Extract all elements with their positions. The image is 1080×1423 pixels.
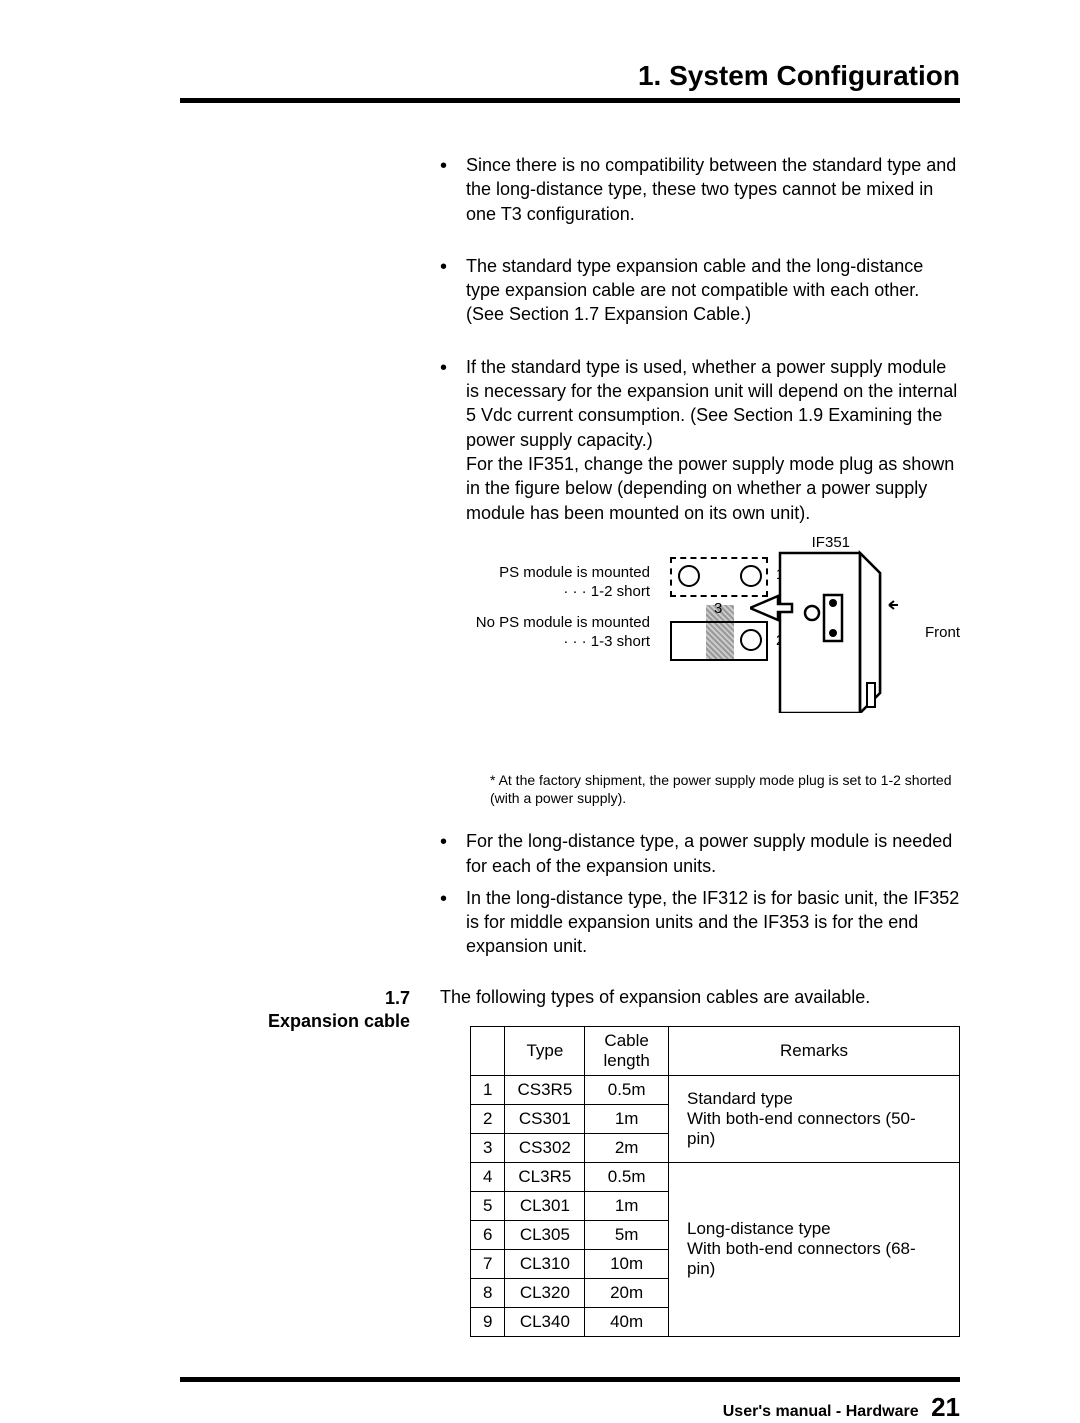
cell-len: 1m (585, 1104, 669, 1133)
table-row: 4 CL3R5 0.5m Long-distance type With bot… (471, 1162, 960, 1191)
cell-idx: 2 (471, 1104, 505, 1133)
bullet-item: In the long-distance type, the IF312 is … (440, 886, 960, 959)
section-heading: 1.7 Expansion cable (180, 987, 440, 1034)
no-ps-label: No PS module is mounted · · · 1-3 short (440, 613, 650, 652)
cell-type: CL305 (505, 1220, 585, 1249)
col-length: Cable length (585, 1026, 669, 1075)
cell-type: CS301 (505, 1104, 585, 1133)
table-header-row: Type Cable length Remarks (471, 1026, 960, 1075)
cell-idx: 1 (471, 1075, 505, 1104)
cell-idx: 8 (471, 1278, 505, 1307)
figure-footnote: * At the factory shipment, the power sup… (490, 771, 960, 807)
pin-3-label: 3 (714, 599, 722, 619)
cell-len: 5m (585, 1220, 669, 1249)
cell-type: CL3R5 (505, 1162, 585, 1191)
cell-len: 0.5m (585, 1162, 669, 1191)
cell-idx: 6 (471, 1220, 505, 1249)
page-number: 21 (931, 1392, 960, 1422)
cell-len: 0.5m (585, 1075, 669, 1104)
bullet-item: For the long-distance type, a power supp… (440, 829, 960, 878)
cell-type: CL310 (505, 1249, 585, 1278)
bullet-item: The standard type expansion cable and th… (440, 254, 960, 327)
cell-type: CS3R5 (505, 1075, 585, 1104)
cell-idx: 4 (471, 1162, 505, 1191)
cell-len: 40m (585, 1307, 669, 1336)
pin-circle (678, 565, 700, 587)
cell-type: CL301 (505, 1191, 585, 1220)
page-footer: User's manual - Hardware 21 (180, 1392, 960, 1423)
col-type: Type (505, 1026, 585, 1075)
cell-len: 10m (585, 1249, 669, 1278)
section-body: The following types of expansion cables … (440, 987, 960, 1337)
bullet-list-mid: For the long-distance type, a power supp… (440, 829, 960, 958)
table-row: 1 CS3R5 0.5m Standard type With both-end… (471, 1075, 960, 1104)
cell-len: 2m (585, 1133, 669, 1162)
section-intro: The following types of expansion cables … (440, 987, 960, 1008)
cell-remarks-long: Long-distance type With both-end connect… (668, 1162, 959, 1336)
section-title: Expansion cable (268, 1011, 410, 1031)
front-label: Front (925, 623, 960, 643)
cell-idx: 3 (471, 1133, 505, 1162)
ps-mounted-text: PS module is mounted (499, 564, 650, 581)
ps-mounted-note: · · · 1-2 short (563, 583, 650, 600)
footer-rule (180, 1377, 960, 1382)
section-number: 1.7 (385, 988, 410, 1008)
no-ps-text: No PS module is mounted (476, 614, 650, 631)
section-1-7: 1.7 Expansion cable The following types … (180, 987, 960, 1337)
col-idx (471, 1026, 505, 1075)
cell-type: CL320 (505, 1278, 585, 1307)
bullet-item: If the standard type is used, whether a … (440, 355, 960, 525)
bullet-list-top: Since there is no compatibility between … (440, 153, 960, 525)
cell-idx: 7 (471, 1249, 505, 1278)
if351-module-icon (750, 543, 900, 713)
cell-remarks-std: Standard type With both-end connectors (… (668, 1075, 959, 1162)
cell-len: 1m (585, 1191, 669, 1220)
header-rule (180, 98, 960, 103)
no-ps-note: · · · 1-3 short (563, 633, 650, 650)
col-remarks: Remarks (668, 1026, 959, 1075)
page: 1. System Configuration Since there is n… (0, 0, 1080, 1397)
mode-plug-figure: IF351 PS module is mounted · · · 1-2 sho… (440, 553, 960, 753)
cell-idx: 9 (471, 1307, 505, 1336)
chapter-title: 1. System Configuration (180, 60, 960, 92)
footer-label: User's manual - Hardware (723, 1403, 919, 1420)
bullet-item: Since there is no compatibility between … (440, 153, 960, 226)
cell-type: CS302 (505, 1133, 585, 1162)
cell-len: 20m (585, 1278, 669, 1307)
body-column: Since there is no compatibility between … (440, 153, 960, 959)
ps-mounted-label: PS module is mounted · · · 1-2 short (440, 563, 650, 602)
expansion-cable-table: Type Cable length Remarks 1 CS3R5 0.5m S… (470, 1026, 960, 1337)
cell-idx: 5 (471, 1191, 505, 1220)
cell-type: CL340 (505, 1307, 585, 1336)
